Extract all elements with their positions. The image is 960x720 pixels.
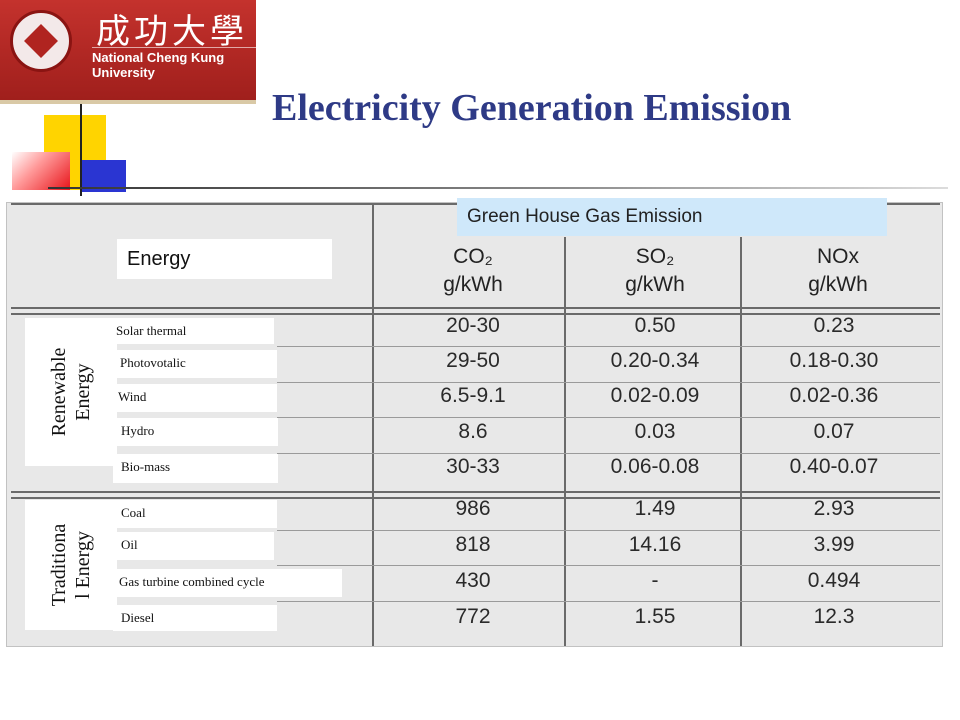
category-line: Renewable bbox=[48, 347, 70, 437]
cell-co2: 6.5-9.1 bbox=[440, 384, 506, 407]
cell-so2: 0.06-0.08 bbox=[610, 455, 700, 478]
row-label-coal: Coal bbox=[113, 500, 277, 528]
category-traditional-energy: Traditiona l Energy bbox=[25, 500, 117, 630]
column-header-nox: NOx g/kWh bbox=[758, 243, 918, 299]
table-rule bbox=[11, 313, 940, 315]
table-rule bbox=[11, 307, 940, 309]
cell-co2: 430 bbox=[455, 569, 491, 592]
column-gas: SO₂ bbox=[635, 245, 675, 268]
cell-nox: 0.494 bbox=[807, 569, 861, 592]
ghg-group-header: Green House Gas Emission bbox=[457, 198, 887, 236]
cell-co2: 8.6 bbox=[458, 420, 488, 443]
cell-so2: 14.16 bbox=[628, 533, 682, 556]
category-renewable-energy: Renewable Energy bbox=[25, 318, 117, 466]
cell-nox: 0.07 bbox=[813, 420, 855, 443]
category-line: Traditiona bbox=[48, 523, 70, 607]
cell-so2: 1.49 bbox=[634, 497, 676, 520]
column-header-co2: CO₂ g/kWh bbox=[393, 243, 553, 299]
row-label-hydro: Hydro bbox=[113, 418, 278, 446]
column-gas: NOx bbox=[817, 245, 859, 268]
column-unit: g/kWh bbox=[443, 273, 503, 296]
table-rule bbox=[277, 530, 940, 531]
column-unit: g/kWh bbox=[808, 273, 868, 296]
cell-nox: 0.40-0.07 bbox=[789, 455, 879, 478]
table-rule bbox=[11, 497, 940, 499]
decor-horizontal-line bbox=[48, 187, 948, 189]
cell-co2: 20-30 bbox=[446, 314, 500, 337]
cell-co2: 30-33 bbox=[446, 455, 500, 478]
cell-co2: 772 bbox=[455, 605, 491, 628]
cell-nox: 0.23 bbox=[813, 314, 855, 337]
cell-so2: 0.20-0.34 bbox=[610, 349, 700, 372]
slide-title: Electricity Generation Emission bbox=[272, 87, 792, 129]
cell-nox: 0.18-0.30 bbox=[789, 349, 879, 372]
decor-vertical-line bbox=[80, 104, 82, 196]
row-label-diesel: Diesel bbox=[113, 605, 277, 631]
cell-so2: 0.03 bbox=[634, 420, 676, 443]
row-label-solar-thermal: Solar thermal bbox=[108, 318, 274, 344]
university-emblem-icon bbox=[10, 10, 72, 72]
column-unit: g/kWh bbox=[625, 273, 685, 296]
category-line: Energy bbox=[72, 363, 94, 421]
cell-so2: 1.55 bbox=[634, 605, 676, 628]
table-rule bbox=[372, 203, 374, 646]
row-label-oil: Oil bbox=[113, 532, 274, 560]
table-rule bbox=[277, 565, 940, 566]
logo-chinese-name: 成功大學 bbox=[96, 12, 248, 52]
table-rule bbox=[564, 237, 566, 646]
table-rule bbox=[11, 491, 940, 493]
table-rule bbox=[277, 417, 940, 418]
column-gas: CO₂ bbox=[453, 245, 493, 268]
cell-co2: 986 bbox=[455, 497, 491, 520]
cell-nox: 2.93 bbox=[813, 497, 855, 520]
decor-blue-square bbox=[80, 160, 126, 192]
decor-red-square bbox=[12, 152, 70, 190]
table-rule bbox=[740, 237, 742, 646]
row-label-gas-turbine: Gas turbine combined cycle bbox=[111, 569, 342, 597]
cell-so2: 0.02-0.09 bbox=[610, 384, 700, 407]
cell-so2: - bbox=[651, 569, 659, 592]
cell-so2: 0.50 bbox=[634, 314, 676, 337]
column-header-so2: SO₂ g/kWh bbox=[575, 243, 735, 299]
table-rule bbox=[277, 382, 940, 383]
university-logo: 成功大學 National Cheng Kung University bbox=[0, 0, 256, 104]
table-rule bbox=[277, 601, 940, 602]
cell-nox: 12.3 bbox=[813, 605, 855, 628]
row-label-photovoltaic: Photovotalic bbox=[112, 350, 277, 378]
energy-column-header: Energy bbox=[117, 239, 332, 279]
cell-nox: 3.99 bbox=[813, 533, 855, 556]
cell-co2: 818 bbox=[455, 533, 491, 556]
table-rule bbox=[277, 346, 940, 347]
category-line: l Energy bbox=[72, 531, 94, 599]
cell-nox: 0.02-0.36 bbox=[789, 384, 879, 407]
cell-co2: 29-50 bbox=[446, 349, 500, 372]
logo-english-name: National Cheng Kung University bbox=[92, 47, 256, 80]
row-label-wind: Wind bbox=[110, 384, 277, 412]
row-label-bio-mass: Bio-mass bbox=[113, 454, 278, 483]
table-rule bbox=[277, 453, 940, 454]
